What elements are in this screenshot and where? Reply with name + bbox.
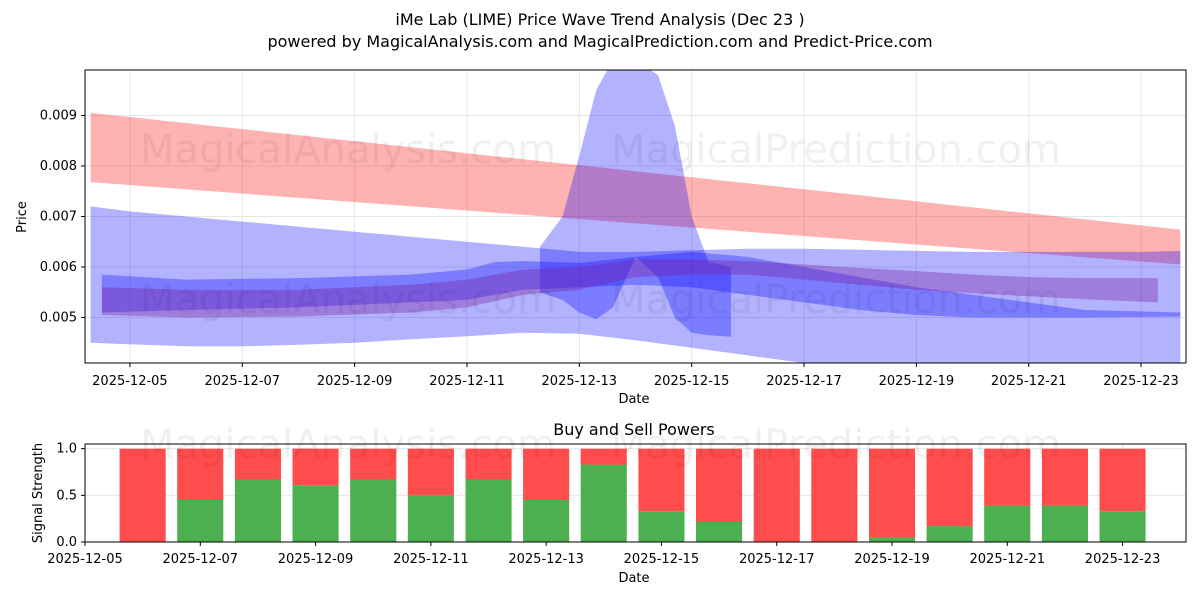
sell-bar [984, 448, 1031, 506]
bottom-x-tick-label: 2025-12-15 [624, 552, 700, 567]
sell-bar [580, 448, 627, 465]
bottom-y-tick-label: 0.5 [56, 488, 77, 503]
chart-title: iMe Lab (LIME) Price Wave Trend Analysis… [395, 10, 805, 29]
bottom-x-tick-label: 2025-12-09 [278, 552, 354, 567]
buy-bar [638, 511, 685, 542]
sell-bar [811, 448, 858, 542]
watermark-right-2: MagicalPrediction.com [611, 277, 1061, 323]
buy-bar [523, 500, 570, 542]
buy-bar [1099, 511, 1146, 542]
buy-bar [177, 500, 224, 542]
top-x-tick-label: 2025-12-15 [654, 374, 730, 389]
sell-bar [1099, 448, 1146, 512]
bottom-plot-frame [84, 443, 1187, 543]
top-x-tick-label: 2025-12-09 [317, 374, 393, 389]
top-x-tick-label: 2025-12-17 [766, 374, 842, 389]
bottom-x-tick-label: 2025-12-05 [47, 552, 123, 567]
top-y-tick-label: 0.005 [40, 311, 77, 326]
bottom-x-tick-label: 2025-12-23 [1085, 552, 1161, 567]
sell-bar [523, 448, 570, 500]
sell-bar [926, 448, 973, 527]
sell-bar [234, 448, 281, 480]
sell-bar [350, 448, 397, 480]
top-x-tick-label: 2025-12-21 [991, 374, 1067, 389]
chart-subtitle: powered by MagicalAnalysis.com and Magic… [267, 32, 933, 51]
bottom-x-tick-label: 2025-12-21 [970, 552, 1046, 567]
sell-bar [177, 448, 224, 500]
sell-bar [638, 448, 685, 512]
buy-bar [696, 521, 743, 542]
sell-bar [292, 448, 339, 486]
band-purple-mid-band [101, 259, 1158, 318]
top-y-tick-label: 0.009 [40, 108, 77, 123]
bottom-y-axis-label: Signal Strength [31, 443, 46, 543]
buy-bar [292, 485, 339, 542]
buy-bar [407, 495, 454, 542]
bottom-x-tick-label: 2025-12-13 [508, 552, 584, 567]
sell-bar [1041, 448, 1088, 506]
watermark-left: MagicalAnalysis.com [140, 127, 556, 173]
buy-bar [926, 526, 973, 542]
buy-bar [580, 464, 627, 542]
buy-bar [350, 479, 397, 542]
watermark-bottom-left: MagicalAnalysis.com [140, 422, 556, 468]
buy-bar [869, 537, 916, 542]
watermark-bottom-right: MagicalPrediction.com [611, 422, 1061, 468]
band-blue-core-band [101, 251, 1181, 318]
band-blue-spike-band [540, 70, 731, 337]
sell-bar [696, 448, 743, 522]
bottom-y-tick-label: 1.0 [56, 442, 77, 457]
sell-bar [465, 448, 512, 480]
bottom-x-tick-label: 2025-12-19 [854, 552, 930, 567]
bottom-chart-title: Buy and Sell Powers [553, 420, 715, 439]
bottom-x-axis-label: Date [618, 571, 649, 586]
watermark-left-2: MagicalAnalysis.com [140, 277, 556, 323]
bottom-y-tick-label: 0.0 [56, 535, 77, 550]
buy-bar [465, 479, 512, 542]
bottom-x-tick-label: 2025-12-17 [739, 552, 815, 567]
top-x-tick-label: 2025-12-19 [879, 374, 955, 389]
bottom-x-tick-label: 2025-12-11 [393, 552, 469, 567]
top-y-tick-label: 0.006 [40, 260, 77, 275]
watermark-right: MagicalPrediction.com [611, 127, 1061, 173]
top-x-tick-label: 2025-12-05 [92, 374, 168, 389]
top-y-axis-label: Price [15, 201, 30, 233]
top-y-tick-label: 0.008 [40, 159, 77, 174]
sell-bar [119, 448, 166, 542]
sell-bar [869, 448, 916, 538]
band-blue-wide-band [90, 206, 1181, 363]
top-x-tick-label: 2025-12-11 [429, 374, 505, 389]
band-red-trend-band [90, 112, 1181, 265]
top-x-tick-label: 2025-12-13 [542, 374, 618, 389]
buy-bar [234, 479, 281, 542]
top-x-axis-label: Date [618, 392, 649, 407]
top-x-tick-label: 2025-12-07 [205, 374, 281, 389]
top-y-tick-label: 0.007 [40, 210, 77, 225]
sell-bar [407, 448, 454, 496]
sell-bar [753, 448, 800, 542]
bottom-x-tick-label: 2025-12-07 [163, 552, 239, 567]
buy-bar [984, 505, 1031, 542]
top-x-tick-label: 2025-12-23 [1103, 374, 1179, 389]
buy-bar [1041, 505, 1088, 542]
